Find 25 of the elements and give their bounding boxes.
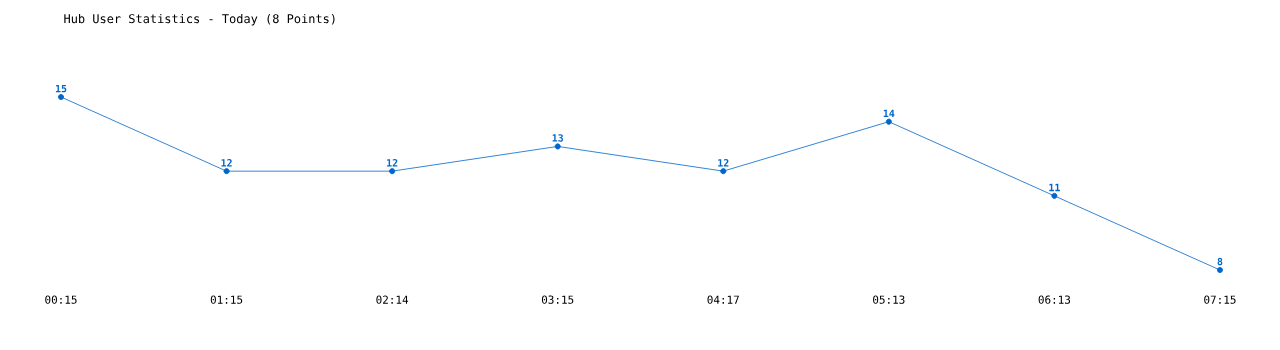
chart-title: Hub User Statistics - Today (8 Points): [64, 13, 335, 26]
x-tick-label: 03:15: [541, 295, 574, 304]
x-tick-label: 07:15: [1204, 295, 1236, 304]
data-label: 12: [718, 159, 729, 167]
point: [223, 168, 230, 175]
data-label: 12: [221, 159, 232, 167]
x-tick-label: 05:13: [873, 295, 905, 304]
data-label: 14: [883, 109, 895, 117]
point: [1051, 192, 1058, 199]
x-tick-label: 02:14: [376, 295, 409, 304]
point: [58, 94, 65, 100]
point: [720, 168, 727, 175]
x-tick-label: 01:15: [210, 295, 243, 304]
x-tick-label: 00:15: [45, 295, 77, 304]
point: [1216, 267, 1223, 273]
x-tick-label: 04:17: [707, 295, 739, 304]
data-label: 11: [1049, 183, 1060, 192]
data-label: 12: [387, 159, 398, 167]
x-tick-label: 06:13: [1038, 295, 1071, 304]
data-label: 8: [1217, 257, 1223, 266]
data-label: 15: [55, 84, 67, 93]
data-label: 13: [552, 134, 564, 142]
point: [554, 143, 561, 150]
point: [885, 118, 892, 125]
point: [389, 168, 396, 175]
